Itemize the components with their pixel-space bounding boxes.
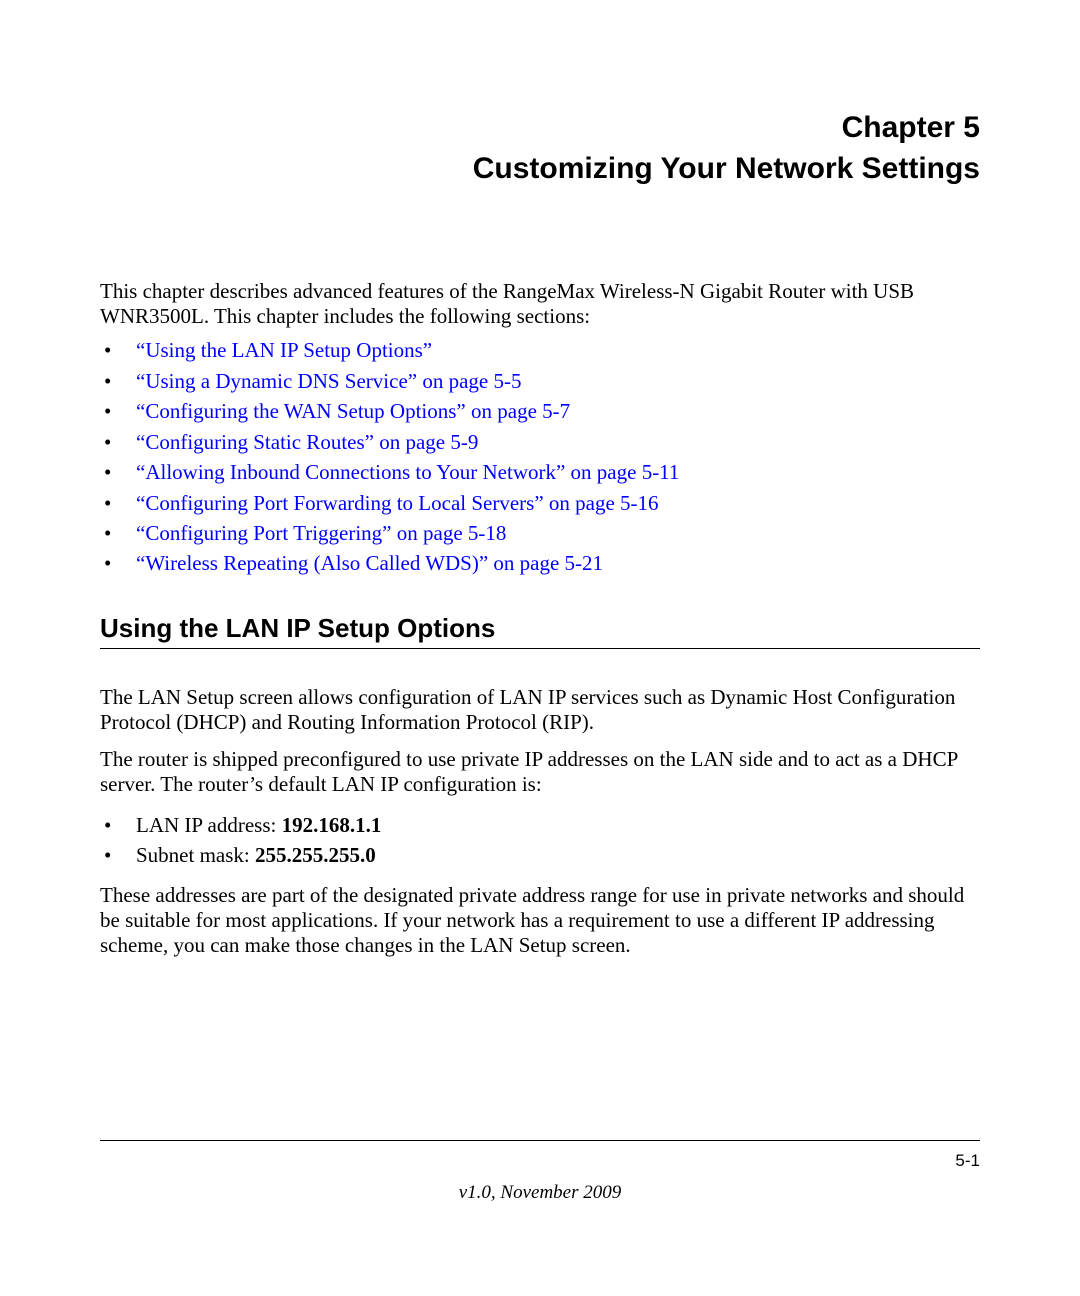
config-list: LAN IP address: 192.168.1.1 Subnet mask:… — [100, 810, 980, 871]
chapter-number: Chapter 5 — [100, 108, 980, 149]
page-number: 5-1 — [955, 1151, 980, 1171]
toc-link-wan-setup[interactable]: “Configuring the WAN Setup Options” on p… — [136, 399, 570, 423]
section-heading: Using the LAN IP Setup Options — [100, 613, 980, 649]
toc-item: “Configuring Static Routes” on page 5-9 — [100, 427, 980, 457]
footer-version: v1.0, November 2009 — [0, 1182, 1080, 1204]
toc-item: “Using the LAN IP Setup Options” — [100, 335, 980, 365]
paragraph-preconfigured: The router is shipped preconfigured to u… — [100, 747, 980, 797]
paragraph-private-addresses: These addresses are part of the designat… — [100, 883, 980, 959]
toc-list: “Using the LAN IP Setup Options” “Using … — [100, 335, 980, 579]
toc-item: “Using a Dynamic DNS Service” on page 5-… — [100, 366, 980, 396]
toc-link-dynamic-dns[interactable]: “Using a Dynamic DNS Service” on page 5-… — [136, 369, 521, 393]
toc-link-lan-ip-setup[interactable]: “Using the LAN IP Setup Options” — [136, 338, 432, 362]
toc-item: “Configuring Port Forwarding to Local Se… — [100, 488, 980, 518]
toc-link-port-forwarding[interactable]: “Configuring Port Forwarding to Local Se… — [136, 491, 659, 515]
toc-link-port-triggering[interactable]: “Configuring Port Triggering” on page 5-… — [136, 521, 506, 545]
chapter-heading: Chapter 5 Customizing Your Network Setti… — [100, 108, 980, 189]
toc-item: “Allowing Inbound Connections to Your Ne… — [100, 457, 980, 487]
intro-paragraph: This chapter describes advanced features… — [100, 279, 980, 329]
subnet-label: Subnet mask: — [136, 843, 255, 867]
paragraph-lan-setup-intro: The LAN Setup screen allows configuratio… — [100, 685, 980, 735]
config-item-lan-ip: LAN IP address: 192.168.1.1 — [100, 810, 980, 840]
subnet-value: 255.255.255.0 — [255, 843, 376, 867]
lan-ip-value: 192.168.1.1 — [282, 813, 382, 837]
toc-item: “Configuring Port Triggering” on page 5-… — [100, 518, 980, 548]
toc-link-wireless-repeating[interactable]: “Wireless Repeating (Also Called WDS)” o… — [136, 551, 603, 575]
config-item-subnet: Subnet mask: 255.255.255.0 — [100, 840, 980, 870]
lan-ip-label: LAN IP address: — [136, 813, 282, 837]
toc-item: “Configuring the WAN Setup Options” on p… — [100, 396, 980, 426]
toc-link-static-routes[interactable]: “Configuring Static Routes” on page 5-9 — [136, 430, 478, 454]
toc-item: “Wireless Repeating (Also Called WDS)” o… — [100, 548, 980, 578]
footer-rule — [100, 1140, 980, 1141]
toc-link-inbound-connections[interactable]: “Allowing Inbound Connections to Your Ne… — [136, 460, 679, 484]
chapter-title: Customizing Your Network Settings — [100, 149, 980, 190]
